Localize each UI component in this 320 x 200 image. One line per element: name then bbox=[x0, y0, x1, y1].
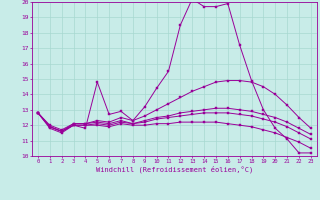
X-axis label: Windchill (Refroidissement éolien,°C): Windchill (Refroidissement éolien,°C) bbox=[96, 166, 253, 173]
